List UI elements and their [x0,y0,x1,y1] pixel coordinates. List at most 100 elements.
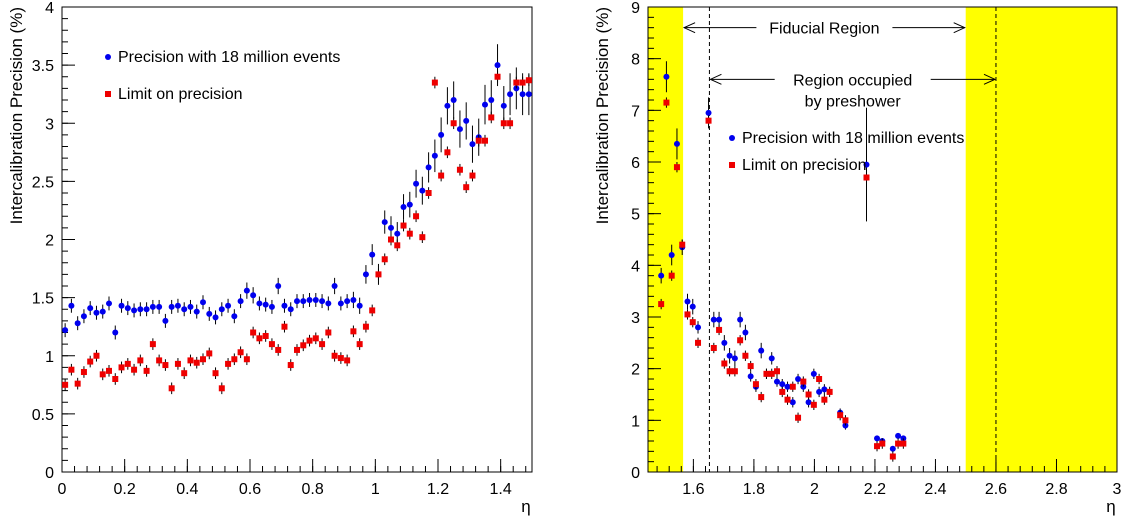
data-point [773,378,780,385]
x-tick-label: 2.6 [985,481,1007,498]
arrowhead-left [682,22,696,34]
data-point [162,362,169,369]
data-point [137,306,144,313]
data-point [406,230,413,237]
data-point [482,137,488,144]
data-point [181,306,188,313]
data-point [362,271,369,278]
annotation-text: Fiducial Region [769,21,879,38]
data-point [731,355,738,362]
data-point [325,329,332,336]
data-point [124,305,131,312]
data-point [62,381,69,388]
data-point [805,399,812,406]
data-point [789,383,796,390]
data-point [758,394,765,401]
data-point [742,352,749,359]
arrowhead-right [983,73,997,85]
data-point [394,242,401,249]
data-point [237,349,244,356]
y-tick-label: 1 [45,349,54,366]
data-point [149,341,156,348]
data-point [174,360,181,367]
x-tick-label: 0.2 [114,481,136,498]
arrowhead-left [709,73,722,85]
data-point [805,391,812,398]
data-point [482,101,488,108]
y-tick-label: 1 [631,413,640,430]
data-point [779,388,786,395]
data-point [187,303,194,310]
data-point [863,161,870,168]
legend-label: Limit on precision [118,86,243,103]
data-point [294,346,300,353]
data-point [837,412,844,419]
y-tick-label: 0 [45,465,54,482]
data-point [268,341,275,348]
data-point [344,298,351,305]
data-point [710,345,717,351]
data-point [679,241,686,248]
data-point [689,319,696,326]
data-point [400,203,407,210]
data-point [507,120,514,127]
data-point [731,368,738,375]
data-point [168,385,175,392]
data-point [106,300,112,307]
data-point [143,367,150,374]
data-point [93,309,100,316]
data-point [87,358,94,365]
y-tick-label: 2 [631,362,640,379]
x-tick-label: 1 [371,481,380,498]
data-point [106,367,112,374]
x-tick-label: 2.8 [1045,481,1067,498]
data-point [287,362,294,369]
legend: Precision with 18 million events Limit on… [105,49,340,103]
data-point [212,370,219,377]
data-point [400,222,407,229]
data-point [331,283,338,289]
data-point [895,440,902,447]
data-point [494,73,501,80]
data-point [525,91,532,98]
data-point [312,296,319,303]
data-point [306,296,313,303]
data-point [268,303,275,310]
y-tick-label: 0 [631,465,640,482]
data-point [450,120,457,127]
data-point [488,97,495,103]
data-point [513,79,520,86]
y-axis-label: Intercalibration Precision (%) [7,7,26,224]
data-point [810,401,817,408]
data-point [689,303,696,310]
legend-label: Precision with 18 million events [742,130,964,147]
data-point [275,346,282,353]
data-point [406,201,413,208]
data-point [658,301,665,308]
data-point [456,126,463,133]
data-point [193,308,200,315]
data-point [425,190,432,196]
data-point [525,77,532,84]
data-point [425,164,432,171]
data-point [124,360,131,367]
data-point [450,97,457,103]
plot-frame [61,6,533,473]
data-point [874,443,881,450]
data-point [300,342,307,349]
annotation-text-line2: by preshower [805,93,902,110]
data-point [895,432,902,439]
data-point [369,307,376,314]
data-point [156,357,163,364]
data-point [225,302,232,309]
data-point [74,320,81,327]
data-point [810,370,817,377]
data-point [816,388,823,395]
x-tick-label: 2 [810,481,819,498]
y-tick-label: 2 [45,233,54,250]
data-point [710,316,717,323]
data-point [726,368,733,375]
legend-label: Limit on precision [742,157,867,174]
data-point [684,311,691,318]
